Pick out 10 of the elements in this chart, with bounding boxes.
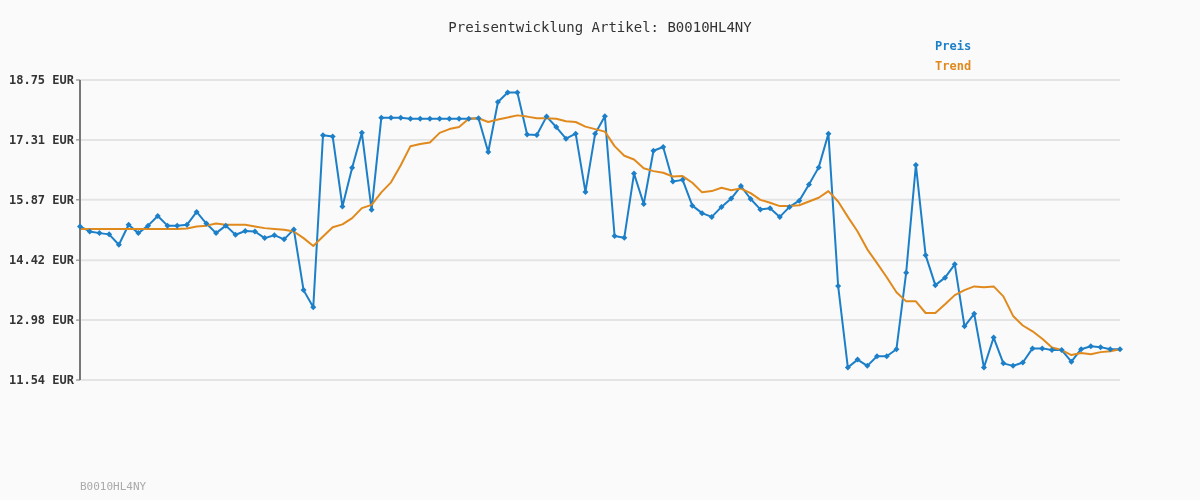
- y-tick-label: 15.87 EUR: [8, 193, 75, 208]
- text: Trend: [935, 58, 972, 75]
- y-tick-label: 17.31 EUR: [8, 133, 75, 148]
- text: Preis: [935, 38, 972, 55]
- y-tick-label: 14.42 EUR: [8, 253, 75, 268]
- y-tick-label: 11.54 EUR: [8, 373, 75, 388]
- y-tick-label: 18.75 EUR: [8, 73, 75, 88]
- text: B0010HL4NY: [80, 480, 147, 493]
- y-tick-label: 12.98 EUR: [8, 313, 75, 328]
- chart-title: Preisentwicklung Artikel: B0010HL4NY: [447, 19, 753, 35]
